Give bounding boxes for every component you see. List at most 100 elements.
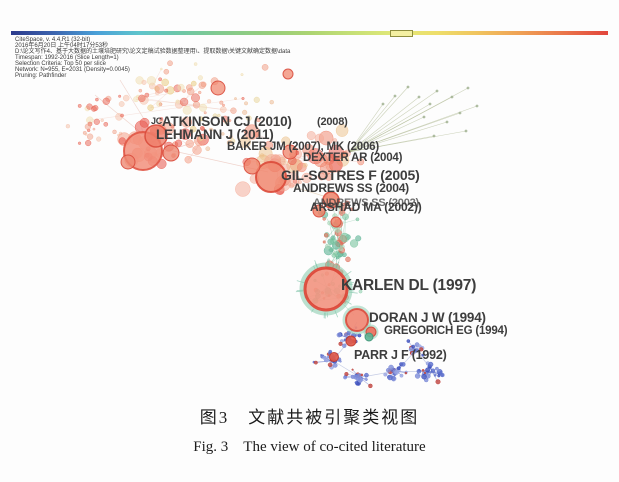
fan-node	[445, 120, 449, 124]
node-label: KARLEN DL (1997)	[341, 277, 476, 294]
citation-node-major	[330, 216, 342, 228]
node-label: BAKER JM (2007), MK (2006)	[227, 141, 379, 153]
citation-node	[93, 118, 100, 125]
citation-node	[234, 97, 237, 101]
citation-node	[84, 123, 92, 130]
citation-node	[138, 88, 143, 93]
citation-node	[103, 122, 109, 127]
citation-node-major	[282, 68, 294, 80]
citation-node	[244, 101, 249, 106]
citation-node	[322, 240, 326, 244]
citation-node	[112, 129, 117, 135]
citation-node	[400, 362, 406, 367]
citation-node	[212, 113, 218, 119]
citation-node	[357, 158, 365, 166]
citation-node	[85, 139, 92, 147]
fan-edge	[348, 103, 384, 153]
fan-edge	[348, 112, 461, 153]
fan-node	[393, 94, 397, 98]
citation-node	[324, 357, 330, 363]
citation-node	[164, 88, 169, 93]
citation-node	[421, 368, 425, 372]
citation-node	[387, 374, 393, 381]
citation-node-major	[255, 161, 287, 193]
citation-node-major	[345, 308, 369, 332]
citation-node	[406, 339, 411, 343]
citation-node	[351, 368, 354, 371]
citation-node	[394, 369, 400, 375]
cluster-edge	[150, 104, 180, 109]
citation-node	[340, 232, 350, 243]
citation-node	[198, 136, 204, 141]
citation-node	[144, 92, 150, 98]
citation-node	[179, 128, 191, 140]
citation-node-major	[282, 144, 298, 160]
fan-node	[417, 95, 421, 99]
citation-node	[95, 97, 99, 102]
citation-node	[161, 78, 169, 87]
citation-node	[421, 353, 425, 357]
figure-captions: 图3 文献共被引聚类视图 Fig. 3 The view of co-cited…	[0, 403, 619, 456]
citation-node	[269, 99, 274, 105]
fan-node	[432, 134, 436, 138]
citation-node	[341, 150, 349, 159]
citation-node	[219, 100, 224, 105]
citation-node	[226, 139, 233, 146]
citation-node	[297, 179, 302, 185]
fan-node	[466, 86, 470, 90]
citation-node	[416, 369, 422, 374]
citation-node-major	[144, 124, 168, 148]
citation-node	[96, 136, 102, 142]
citation-node	[342, 343, 347, 348]
citation-node	[222, 103, 225, 107]
citation-node	[340, 242, 344, 246]
citation-node	[102, 97, 110, 105]
citation-node	[197, 75, 203, 81]
citation-node	[261, 63, 269, 71]
citation-node	[77, 141, 82, 145]
citation-node	[174, 139, 183, 147]
node-label: ANDREWS SS (2004)	[293, 181, 409, 195]
citation-node-outer-ring	[299, 262, 353, 316]
citation-node	[118, 101, 125, 107]
citation-node	[423, 371, 427, 375]
meta-line-path: D:\论文写作4、基于大数据的土壤培肥研究\论文定稿试验数据整理用\、提取数据\…	[15, 49, 291, 55]
citation-node	[241, 96, 245, 101]
citation-node	[138, 94, 146, 103]
citation-node	[419, 347, 424, 352]
citation-node	[156, 101, 162, 107]
citation-node	[354, 381, 358, 384]
citation-node	[355, 217, 360, 222]
citation-node	[383, 372, 388, 377]
figure-caption-en: Fig. 3 The view of co-cited literature	[193, 439, 426, 455]
fan-node	[428, 102, 432, 106]
citation-node	[163, 68, 170, 75]
citation-node	[342, 213, 349, 221]
citation-node	[324, 243, 331, 250]
citation-node	[184, 155, 193, 164]
node-label: PARR J F (1992)	[354, 348, 447, 362]
citation-node	[314, 133, 325, 143]
fan-node	[422, 115, 426, 119]
citation-node	[343, 375, 348, 380]
citation-node	[319, 161, 333, 175]
citation-node	[228, 119, 232, 122]
citation-node	[199, 103, 208, 112]
citation-node	[425, 367, 431, 373]
citespace-metadata: CiteSpace, v. 4.4.R1 (32-bit) 2016年6月20日…	[15, 37, 290, 79]
citation-node	[84, 132, 88, 136]
citation-node	[436, 369, 443, 375]
citation-node	[349, 239, 359, 248]
citation-node	[154, 84, 165, 94]
citation-node	[228, 135, 233, 140]
fan-edge	[348, 116, 425, 153]
citation-node	[306, 131, 316, 141]
citation-node	[65, 124, 71, 129]
citation-node-major	[329, 352, 339, 362]
citation-node	[193, 62, 198, 66]
node-label: ARSHAD MA (2002))	[310, 200, 422, 214]
citation-node	[158, 77, 163, 82]
citation-node	[344, 371, 349, 377]
